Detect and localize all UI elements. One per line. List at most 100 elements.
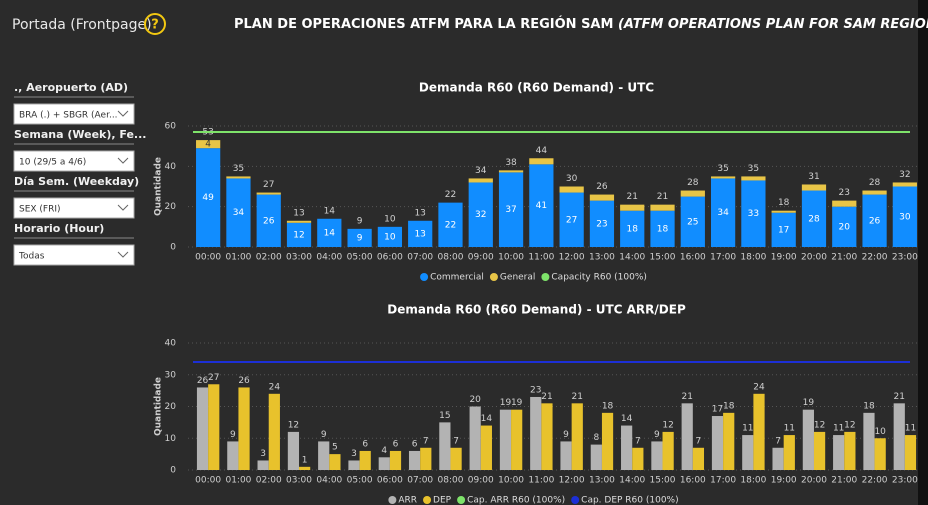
filter-label: Día Sem. (Weekday) [14, 175, 139, 188]
page-title-es: PLAN DE OPERACIONES ATFM PARA LA REGIÓN … [234, 16, 618, 32]
x-tick-label: 11:00 [528, 476, 554, 486]
bar-segment [680, 190, 705, 197]
total-label: 22 [445, 190, 456, 200]
bar-segment [468, 182, 493, 247]
bar [378, 457, 390, 470]
x-tick-label: 18:00 [740, 253, 766, 263]
help-icon[interactable] [144, 13, 166, 35]
total-label: 26 [596, 182, 608, 192]
chart-title: Demanda R60 (R60 Demand) - UTC [419, 81, 654, 95]
bar [802, 409, 814, 470]
legend-swatch [420, 273, 429, 281]
total-label: 38 [505, 158, 517, 168]
total-label: 13 [414, 208, 425, 218]
x-tick-label: 06:00 [377, 476, 403, 486]
data-label: 34 [233, 208, 245, 218]
bar-segment [862, 194, 887, 247]
bar-segment [862, 190, 887, 195]
filter-dropdown[interactable] [13, 103, 135, 125]
bar [621, 425, 633, 470]
bar [681, 403, 693, 470]
x-tick-label: 02:00 [256, 476, 282, 486]
bar [742, 435, 754, 470]
y-tick-label: 20 [165, 202, 177, 212]
bar-segment [710, 178, 736, 247]
x-tick-label: 15:00 [650, 476, 676, 486]
x-tick-label: 14:00 [619, 476, 645, 486]
bar-segment [892, 186, 917, 247]
bar-segment [771, 212, 796, 247]
data-label: 21 [572, 392, 583, 402]
filter-dropdown[interactable] [13, 197, 135, 219]
bar-segment [832, 206, 857, 247]
data-label: 14 [621, 414, 633, 424]
border [918, 0, 928, 505]
data-label: 7 [423, 436, 429, 446]
data-label: 4 [381, 446, 387, 456]
x-tick-label: 12:00 [559, 476, 585, 486]
x-tick-label: 15:00 [650, 253, 676, 263]
legend-swatch [423, 496, 432, 504]
bar [711, 416, 724, 470]
y-axis-title: Quantidade [154, 157, 164, 216]
data-label: 11 [784, 424, 795, 434]
bar-segment [559, 186, 584, 193]
data-label: 7 [453, 436, 459, 446]
y-tick-label: 10 [165, 434, 177, 444]
total-label: 21 [657, 192, 668, 202]
total-label: 9 [357, 216, 363, 226]
bar [359, 450, 371, 470]
chart-title: Demanda R60 (R60 Demand) - UTC ARR/DEP [387, 303, 686, 317]
legend-swatch [457, 496, 466, 504]
data-label: 12 [293, 230, 304, 240]
bar-segment [832, 200, 857, 207]
data-label: 22 [445, 220, 456, 230]
bar-segment [650, 210, 675, 247]
data-label: 11 [742, 424, 753, 434]
x-tick-label: 23:00 [892, 253, 918, 263]
data-label: 18 [723, 401, 735, 411]
y-tick-label: 0 [170, 466, 176, 476]
legend-swatch [541, 273, 550, 281]
bar [560, 441, 572, 470]
bar [571, 403, 583, 470]
data-label: 20 [839, 222, 851, 232]
y-axis-title: Quantidade [154, 377, 164, 436]
x-tick-label: 07:00 [407, 476, 433, 486]
data-label: 26 [869, 216, 881, 226]
x-tick-label: 13:00 [589, 253, 615, 263]
filter-dropdown[interactable] [13, 244, 135, 266]
data-label: 10 [384, 232, 396, 242]
bar [601, 412, 614, 470]
bar [287, 431, 300, 470]
data-label: 13 [414, 229, 425, 239]
data-label: 12 [844, 420, 855, 430]
legend-label: Capacity R60 (100%) [551, 273, 647, 283]
data-label: 7 [635, 436, 641, 446]
filter-dropdown[interactable] [13, 150, 135, 172]
bar [590, 444, 602, 470]
page-name: Portada (Frontpage) [12, 17, 152, 33]
x-tick-label: 03:00 [286, 476, 312, 486]
bar-segment [801, 190, 827, 247]
dropdown-arrow [117, 204, 129, 211]
data-label: 20 [469, 395, 481, 405]
total-label: 32 [899, 170, 910, 180]
data-label: 9 [654, 430, 660, 440]
bar [893, 403, 905, 470]
data-label: 32 [475, 210, 486, 220]
bar [257, 460, 269, 470]
total-label: 18 [778, 198, 790, 208]
x-tick-label: 08:00 [438, 476, 464, 486]
bar-segment [680, 196, 705, 247]
bar [863, 412, 875, 470]
legend-label: Cap. DEP R60 (100%) [581, 496, 678, 505]
total-label: 13 [293, 208, 304, 218]
bar-segment [317, 218, 342, 247]
filter-label: Horario (Hour) [14, 222, 104, 235]
filter-value: Todas [18, 252, 45, 262]
bar [318, 441, 330, 470]
total-label: 28 [687, 178, 699, 188]
bar-segment [741, 176, 766, 181]
bar [480, 425, 492, 470]
